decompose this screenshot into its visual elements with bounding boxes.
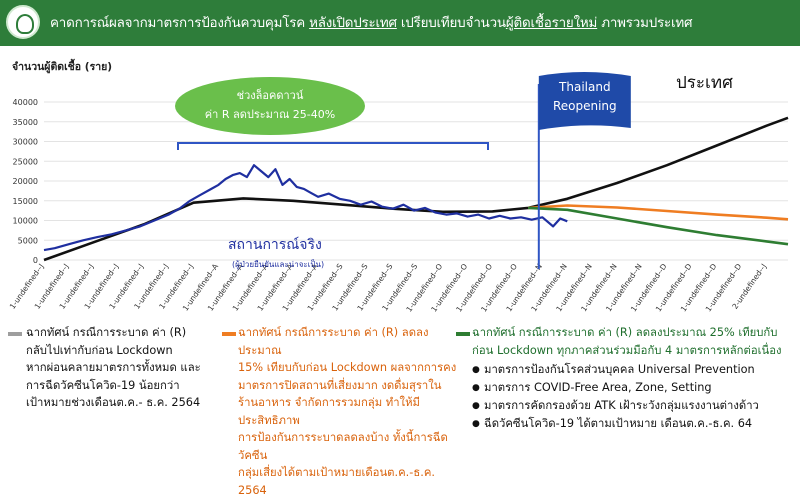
title-part-3: เปรียบเทียบจำนวน (400, 16, 506, 31)
legend-2-line-3: มาตรการปิดสถานที่เสี่ยงมาก งดดื่มสุราใน (238, 378, 442, 392)
y-tick-label: 0 (33, 256, 38, 265)
legend-3-line-1: ฉากทัศน์ กรณีการระบาด ค่า (R) ลดลงประมาณ… (472, 326, 778, 339)
y-tick-labels: 0 5000 10000 15000 20000 25000 30000 35000 40000 (13, 98, 38, 265)
legend-item-1: ฉากทัศน์ กรณีการระบาด ค่า (R) กลับไปเท่า… (26, 324, 226, 412)
legend-1-line-3: หากผ่อนคลายมาตรการทั้งหมด และ (26, 361, 201, 374)
lockdown-ellipse (175, 77, 365, 135)
y-tick-label: 15000 (13, 197, 38, 206)
grid-lines (44, 101, 788, 261)
y-tick-label: 25000 (13, 157, 38, 166)
series-lines (43, 116, 789, 262)
y-axis-label: จำนวนผู้ติดเชื้อ (ราย) (12, 58, 112, 74)
title-part-1: คาดการณ์ผลจากมาตรการป้องกันควบคุมโรค (50, 16, 306, 31)
title-part-5: ภาพรวมประเทศ (601, 16, 693, 31)
legend-1-line-4: การฉีดวัคซีนโควิด-19 น้อยกว่า (26, 378, 180, 392)
actual-series-note: (ผู้ป่วยยืนยันและน่าจะเป็น) (232, 259, 324, 270)
legend-2-line-5: การป้องกันการระบาดลดลงบ้าง ทั้งนี้การฉีด… (238, 431, 448, 462)
legend-2-line-2: 15% เทียบกับก่อน Lockdown ผลจากการคง (238, 361, 457, 374)
legend-swatch-3 (456, 332, 470, 336)
series-line-actual (43, 164, 568, 252)
legend-2-line-1: ฉากทัศน์ กรณีการระบาด ค่า (R) ลดลงประมาณ (238, 326, 429, 357)
series-line-r-reduction-25 (528, 206, 789, 246)
lockdown-bracket (177, 142, 489, 150)
measure-item: ฉีดวัคซีนโควิด-19 ได้ตามเป้าหมาย เดือนต.… (472, 415, 797, 433)
ministry-logo-icon (6, 5, 40, 39)
measure-item: มาตรการป้องกันโรคส่วนบุคคล Universal Pre… (472, 361, 797, 379)
y-tick-label: 5000 (18, 236, 38, 245)
series-line-baseline (43, 116, 789, 262)
y-tick-label: 10000 (13, 217, 38, 226)
lockdown-label-2: ค่า R ลดประมาณ 25-40% (205, 108, 335, 121)
measure-item: มาตรการคัดกรองด้วย ATK เฝ้าระวังกลุ่มแรง… (472, 397, 797, 415)
y-tick-label: 40000 (13, 98, 38, 107)
reopen-flag-text-1: Thailand (558, 80, 611, 94)
legend-swatch-2 (222, 332, 236, 336)
legend-3-line-2: ก่อน Lockdown ทุกภาคส่วนร่วมมือกับ 4 มาต… (472, 343, 782, 357)
legend-2-line-6: กลุ่มเสี่ยงได้ตามเป้าหมายเดือนต.ค.-ธ.ค. … (238, 466, 435, 497)
forecast-chart: จำนวนผู้ติดเชื้อ (ราย) ประเทศ 0 5000 10000… (8, 58, 789, 314)
lockdown-label-1: ช่วงล็อคดาวน์ (237, 88, 304, 102)
y-tick-label: 35000 (13, 118, 38, 127)
legend-item-2: ฉากทัศน์ กรณีการระบาด ค่า (R) ลดลงประมาณ… (238, 324, 460, 499)
title-part-2: หลังเปิดประเทศ (309, 16, 397, 31)
y-tick-label: 20000 (13, 177, 38, 186)
measures-list: มาตรการป้องกันโรคส่วนบุคคล Universal Pre… (472, 361, 797, 433)
legend-item-3: ฉากทัศน์ กรณีการระบาด ค่า (R) ลดลงประมาณ… (472, 324, 797, 433)
legend-swatch-1 (8, 332, 22, 336)
y-tick-label: 30000 (13, 138, 38, 147)
series-line-r-reduction-15 (528, 204, 789, 221)
legend-1-line-2: กลับไปเท่ากับก่อน Lockdown (26, 343, 173, 357)
legend-2-line-4: ร้านอาหาร จำกัดการรวมกลุ่ม ทำให้มีประสิท… (238, 396, 420, 427)
x-tick-labels: 1-undefined--J1-undefined--J1-undefined-… (8, 261, 769, 313)
measure-item: มาตรการ COVID-Free Area, Zone, Setting (472, 379, 797, 397)
header-bar: คาดการณ์ผลจากมาตรการป้องกันควบคุมโรค หลั… (0, 0, 800, 46)
reopen-flag-icon (538, 72, 631, 130)
legend-1-line-1: ฉากทัศน์ กรณีการระบาด ค่า (R) (26, 326, 187, 339)
actual-series-label: สถานการณ์จริง (228, 236, 322, 253)
reopen-flag-text-2: Reopening (553, 99, 617, 113)
title-part-4: ผู้ติดเชื้อรายใหม่ (505, 16, 598, 31)
country-label: ประเทศ (676, 73, 733, 93)
page-title: คาดการณ์ผลจากมาตรการป้องกันควบคุมโรค หลั… (50, 12, 795, 34)
legend-1-line-5: เป้าหมายช่วงเดือนต.ค.- ธ.ค. 2564 (26, 396, 201, 409)
